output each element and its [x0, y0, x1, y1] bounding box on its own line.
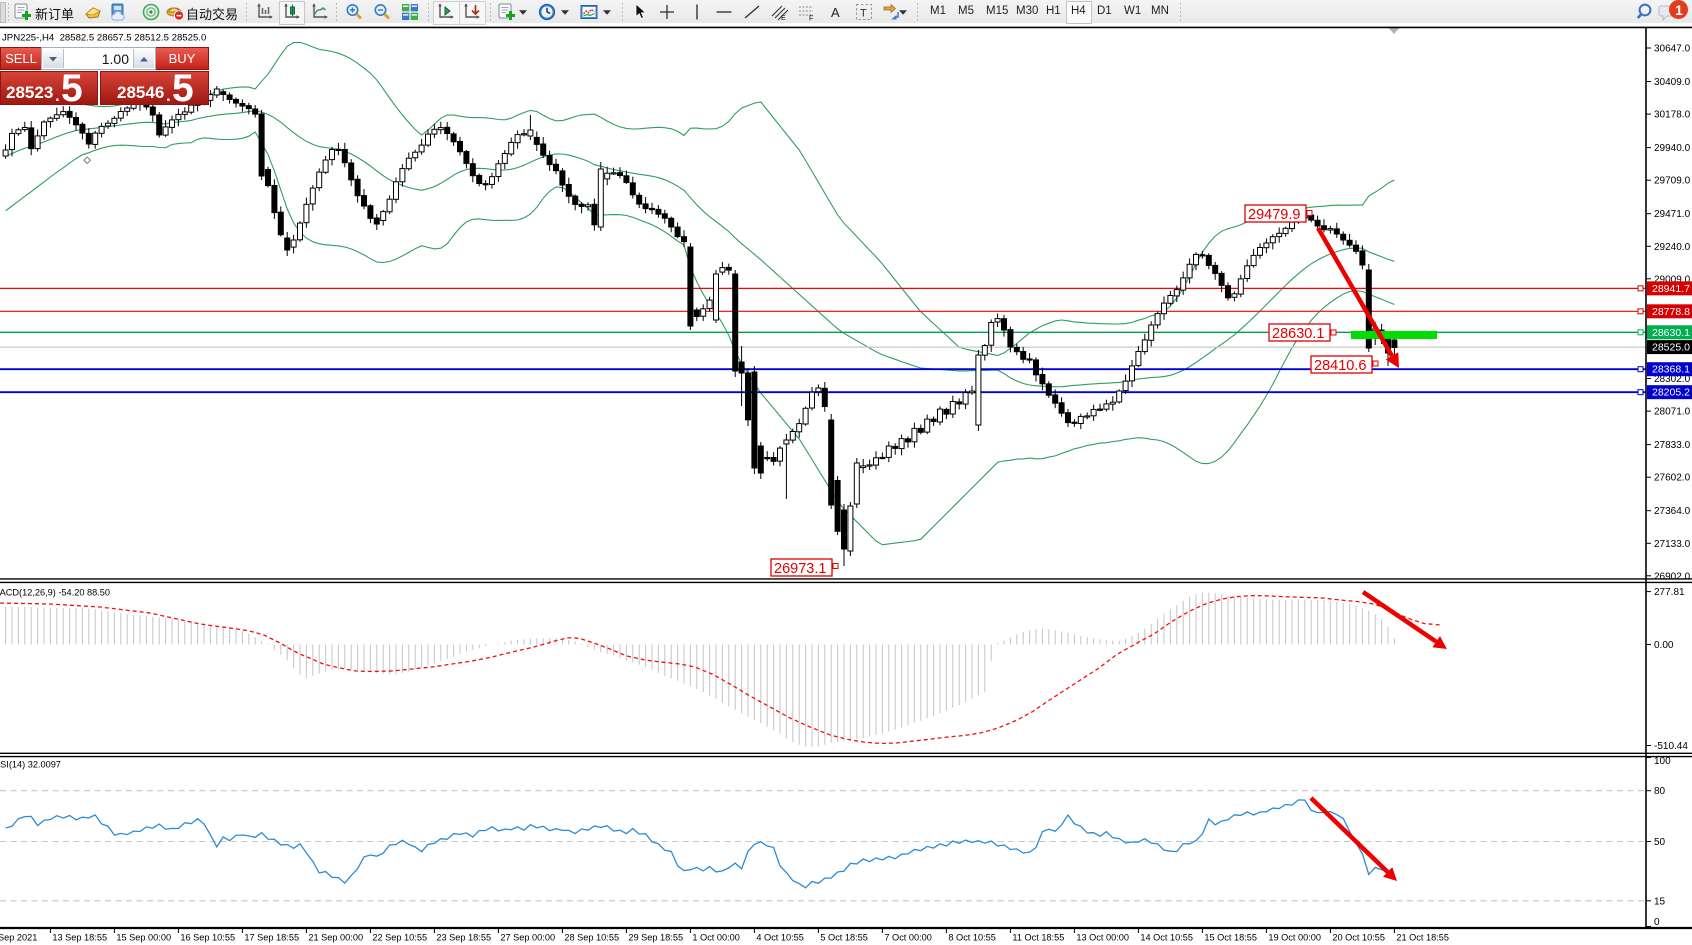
svg-text:28630.1: 28630.1 [1652, 327, 1690, 339]
svg-text:13 Oct 00:00: 13 Oct 00:00 [1076, 933, 1129, 943]
svg-text:29 Sep 18:55: 29 Sep 18:55 [628, 933, 683, 943]
svg-text:F: F [809, 16, 813, 22]
svg-text:17 Sep 18:55: 17 Sep 18:55 [244, 933, 299, 943]
svg-text:28525.0: 28525.0 [1652, 342, 1690, 354]
svg-text:50: 50 [1654, 837, 1666, 848]
svg-text:29240.0: 29240.0 [1654, 242, 1691, 253]
svg-text:16 Sep 10:55: 16 Sep 10:55 [180, 933, 235, 943]
svg-text:14 Oct 10:55: 14 Oct 10:55 [1140, 933, 1193, 943]
svg-text:20 Oct 10:55: 20 Oct 10:55 [1332, 933, 1385, 943]
svg-text:27 Sep 00:00: 27 Sep 00:00 [500, 933, 555, 943]
svg-text:T: T [860, 8, 867, 20]
svg-text:-510.44: -510.44 [1654, 741, 1688, 752]
svg-text:28 Sep 10:55: 28 Sep 10:55 [564, 933, 619, 943]
svg-text:28410.6: 28410.6 [1314, 358, 1366, 374]
svg-text:29471.0: 29471.0 [1654, 209, 1691, 220]
svg-text:5 Oct 18:55: 5 Oct 18:55 [820, 933, 868, 943]
svg-text:22 Sep 10:55: 22 Sep 10:55 [372, 933, 427, 943]
svg-text:Sep 2021: Sep 2021 [0, 933, 37, 943]
svg-text:27602.0: 27602.0 [1654, 473, 1691, 484]
svg-text:8 Oct 10:55: 8 Oct 10:55 [948, 933, 996, 943]
svg-text:7 Oct 00:00: 7 Oct 00:00 [884, 933, 932, 943]
svg-text:100: 100 [1654, 756, 1671, 767]
svg-text:29009.0: 29009.0 [1654, 274, 1691, 285]
svg-text:29940.0: 29940.0 [1654, 143, 1691, 154]
svg-text:29709.0: 29709.0 [1654, 176, 1691, 187]
svg-text:30178.0: 30178.0 [1654, 110, 1691, 121]
svg-text:80: 80 [1654, 786, 1666, 797]
svg-text:1 Oct 00:00: 1 Oct 00:00 [692, 933, 740, 943]
svg-text:0: 0 [1654, 917, 1660, 928]
svg-text:13 Sep 18:55: 13 Sep 18:55 [52, 933, 107, 943]
svg-text:0.00: 0.00 [1654, 640, 1674, 651]
svg-text:28630.1: 28630.1 [1272, 326, 1324, 342]
svg-text:11 Oct 18:55: 11 Oct 18:55 [1012, 933, 1064, 943]
svg-text:21 Oct 18:55: 21 Oct 18:55 [1396, 933, 1449, 943]
svg-text:19 Oct 00:00: 19 Oct 00:00 [1268, 933, 1321, 943]
svg-text:MACD(12,26,9) -54.20 88.50: MACD(12,26,9) -54.20 88.50 [0, 588, 110, 598]
svg-text:27833.0: 27833.0 [1654, 440, 1691, 451]
svg-text:15 Sep 00:00: 15 Sep 00:00 [116, 933, 171, 943]
svg-text:27133.0: 27133.0 [1654, 539, 1691, 550]
svg-text:27364.0: 27364.0 [1654, 506, 1691, 517]
svg-text:RSI(14) 32.0097: RSI(14) 32.0097 [0, 760, 61, 770]
svg-text:28941.7: 28941.7 [1652, 283, 1690, 295]
svg-text:26973.1: 26973.1 [774, 561, 826, 577]
svg-text:28778.8: 28778.8 [1652, 306, 1690, 318]
svg-text:15 Oct 18:55: 15 Oct 18:55 [1204, 933, 1257, 943]
svg-text:28205.2: 28205.2 [1652, 387, 1690, 399]
svg-text:28302.0: 28302.0 [1654, 374, 1691, 385]
svg-text:JPN225-,H4 28582.5 28657.5 28: JPN225-,H4 28582.5 28657.5 28512.5 28525… [2, 33, 206, 44]
svg-text:29479.9: 29479.9 [1248, 207, 1300, 223]
svg-text:15: 15 [1654, 896, 1666, 907]
svg-text:21 Sep 00:00: 21 Sep 00:00 [308, 933, 363, 943]
svg-text:28071.0: 28071.0 [1654, 407, 1691, 418]
svg-text:277.81: 277.81 [1654, 587, 1685, 598]
svg-text:28368.1: 28368.1 [1652, 364, 1690, 376]
svg-text:4 Oct 10:55: 4 Oct 10:55 [756, 933, 804, 943]
svg-text:26902.0: 26902.0 [1654, 571, 1691, 582]
svg-text:30409.0: 30409.0 [1654, 77, 1691, 88]
svg-text:E: E [781, 15, 786, 21]
svg-text:30647.0: 30647.0 [1654, 44, 1691, 55]
svg-text:23 Sep 18:55: 23 Sep 18:55 [436, 933, 491, 943]
